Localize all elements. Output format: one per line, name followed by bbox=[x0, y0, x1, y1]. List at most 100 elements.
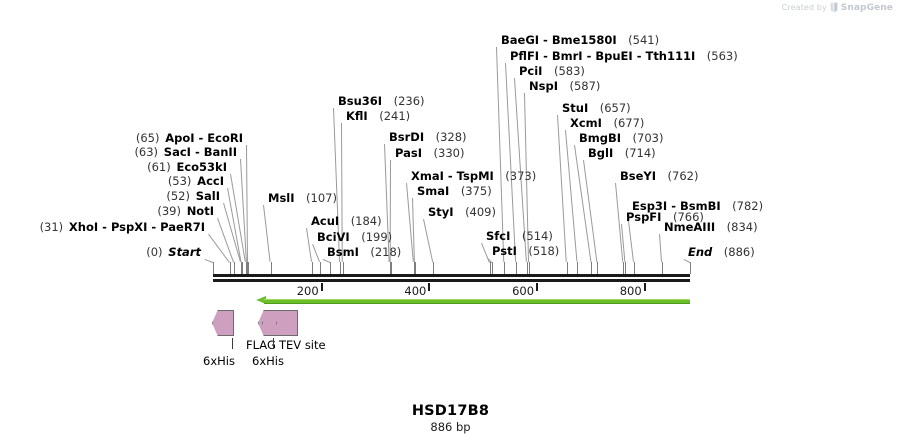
ruler-tick-label: 400 bbox=[404, 284, 427, 298]
site-enzyme-names: BaeGI - Bme1580I bbox=[501, 33, 617, 47]
site-position: (409) bbox=[465, 205, 496, 219]
site-enzyme-names: BmgBI bbox=[579, 131, 621, 145]
site-enzyme-names: MslI bbox=[268, 191, 295, 205]
site-label-pspfi[interactable]: PspFI (766) bbox=[626, 211, 704, 224]
page-title: HSD17B8 bbox=[411, 403, 490, 419]
site-label-bsrdi[interactable]: BsrDI (328) bbox=[389, 131, 467, 144]
site-label-nmeaiii[interactable]: NmeAIII (834) bbox=[664, 221, 758, 234]
leader-line bbox=[208, 234, 230, 263]
site-label-pflfi-bmri-bpuei-tth111i[interactable]: PflFI - BmrI - BpuEI - Tth111I (563) bbox=[510, 50, 738, 63]
site-label-styi[interactable]: StyI (409) bbox=[428, 206, 496, 219]
feature-label-6xhis-2: 6xHis bbox=[252, 354, 284, 368]
site-label-xhoi-pspxi-paer7i[interactable]: (31) XhoI - PspXI - PaeR7I bbox=[40, 221, 205, 234]
site-tick bbox=[504, 262, 506, 274]
site-label-eco53ki[interactable]: (61) Eco53kI bbox=[147, 161, 227, 174]
site-label-sali[interactable]: (52) SalI bbox=[166, 190, 220, 203]
site-label-bmgbi[interactable]: BmgBI (703) bbox=[579, 132, 663, 145]
feature-label-tev-site: TEV site bbox=[279, 338, 326, 352]
site-label-saci-banii[interactable]: (63) SacI - BanII bbox=[134, 146, 237, 159]
site-label-bgli[interactable]: BglI (714) bbox=[588, 147, 656, 160]
site-label-bsu36i[interactable]: Bsu36I (236) bbox=[338, 95, 425, 108]
sequence-backbone-lower bbox=[213, 279, 690, 282]
site-tick bbox=[591, 262, 593, 274]
site-position: (328) bbox=[435, 130, 467, 144]
site-label-bcivi[interactable]: BciVI (199) bbox=[317, 231, 392, 244]
site-label-acui[interactable]: AcuI (184) bbox=[311, 215, 382, 228]
site-label-xcmi[interactable]: XcmI (677) bbox=[570, 117, 644, 130]
site-tick bbox=[241, 262, 243, 274]
site-enzyme-names: XcmI bbox=[570, 116, 602, 130]
site-tick bbox=[320, 262, 322, 274]
site-label-sfci[interactable]: SfcI (514) bbox=[486, 230, 553, 243]
site-position: (762) bbox=[667, 169, 699, 183]
site-tick bbox=[625, 262, 627, 274]
site-tick bbox=[245, 262, 247, 274]
site-label-acci[interactable]: (53) AccI bbox=[168, 175, 224, 188]
enzyme-name: SalI bbox=[195, 189, 220, 203]
site-position: (583) bbox=[553, 64, 585, 78]
enzyme-name: BmgBI bbox=[579, 131, 622, 145]
site-label-xmai-tspmi[interactable]: XmaI - TspMI (373) bbox=[411, 170, 536, 183]
orf-arrow-head-icon bbox=[256, 296, 266, 304]
name-separator: - bbox=[667, 199, 680, 213]
enzyme-name: KflI bbox=[346, 109, 368, 123]
site-position: (886) bbox=[723, 245, 755, 259]
site-label-start[interactable]: (0) Start bbox=[146, 246, 201, 259]
site-enzyme-names: Eco53kI bbox=[176, 160, 227, 174]
site-label-bseyi[interactable]: BseYI (762) bbox=[620, 170, 698, 183]
site-tick bbox=[634, 262, 635, 274]
site-label-msli[interactable]: MslI (107) bbox=[268, 192, 337, 205]
site-label-end[interactable]: End (886) bbox=[688, 246, 755, 259]
name-separator: - bbox=[443, 169, 457, 183]
enzyme-name: SacI bbox=[163, 145, 191, 159]
site-label-apoi-ecori[interactable]: (65) ApoI - EcoRI bbox=[136, 132, 243, 145]
leader-line bbox=[659, 234, 663, 263]
leader-line bbox=[615, 183, 624, 263]
enzyme-name: NotI bbox=[186, 204, 214, 218]
site-tick bbox=[577, 262, 579, 274]
site-position: (241) bbox=[379, 109, 411, 123]
site-label-psti[interactable]: PstI (518) bbox=[492, 245, 559, 258]
site-label-kfli[interactable]: KflI (241) bbox=[346, 110, 410, 123]
site-label-bsmi[interactable]: BsmI (218) bbox=[327, 246, 401, 259]
site-enzyme-names: BglI bbox=[588, 146, 613, 160]
feature-tev-site[interactable] bbox=[276, 310, 298, 336]
site-enzyme-names: BseYI bbox=[620, 169, 656, 183]
site-label-nspi[interactable]: NspI (587) bbox=[529, 80, 600, 93]
site-position: (703) bbox=[632, 131, 664, 145]
enzyme-name: SfcI bbox=[486, 229, 511, 243]
site-position: (0) bbox=[146, 245, 163, 259]
site-tick bbox=[390, 262, 392, 274]
site-position: (563) bbox=[706, 49, 738, 63]
name-separator: - bbox=[539, 33, 552, 47]
orf-arrow[interactable] bbox=[256, 296, 690, 305]
enzyme-name: Tth111I bbox=[645, 49, 696, 63]
site-enzyme-names: BsmI bbox=[327, 245, 359, 259]
enzyme-name: BaeGI bbox=[501, 33, 540, 47]
enzyme-name: Bsu36I bbox=[338, 94, 383, 108]
site-tick bbox=[229, 262, 231, 274]
feature-label-flag: FLAG bbox=[246, 338, 276, 352]
enzyme-name: Bme1580I bbox=[551, 33, 617, 47]
site-label-stui[interactable]: StuI (657) bbox=[562, 102, 631, 115]
watermark-brand: SnapGene bbox=[840, 2, 893, 13]
enzyme-name: PaeR7I bbox=[160, 220, 205, 234]
site-enzyme-names: PciI bbox=[519, 64, 542, 78]
enzyme-name: PspFI bbox=[626, 210, 662, 224]
enzyme-name: NspI bbox=[529, 79, 558, 93]
site-label-esp3i-bsmbi[interactable]: Esp3I - BsmBI (782) bbox=[632, 200, 763, 213]
feature-6xhis[interactable] bbox=[212, 310, 234, 336]
site-position: (236) bbox=[393, 94, 425, 108]
feature-label-tick bbox=[273, 338, 274, 349]
site-label-pasi[interactable]: PasI (330) bbox=[395, 147, 464, 160]
leader-line bbox=[322, 259, 331, 263]
name-separator: - bbox=[582, 49, 596, 63]
enzyme-name: PciI bbox=[519, 64, 543, 78]
site-tick bbox=[516, 262, 518, 274]
site-enzyme-names: StuI bbox=[562, 101, 588, 115]
site-label-pcii[interactable]: PciI (583) bbox=[519, 65, 585, 78]
site-label-baegi-bme1580i[interactable]: BaeGI - Bme1580I (541) bbox=[501, 34, 659, 47]
site-label-noti[interactable]: (39) NotI bbox=[157, 205, 214, 218]
site-position: (65) bbox=[135, 131, 160, 145]
site-label-smai[interactable]: SmaI (375) bbox=[417, 185, 492, 198]
